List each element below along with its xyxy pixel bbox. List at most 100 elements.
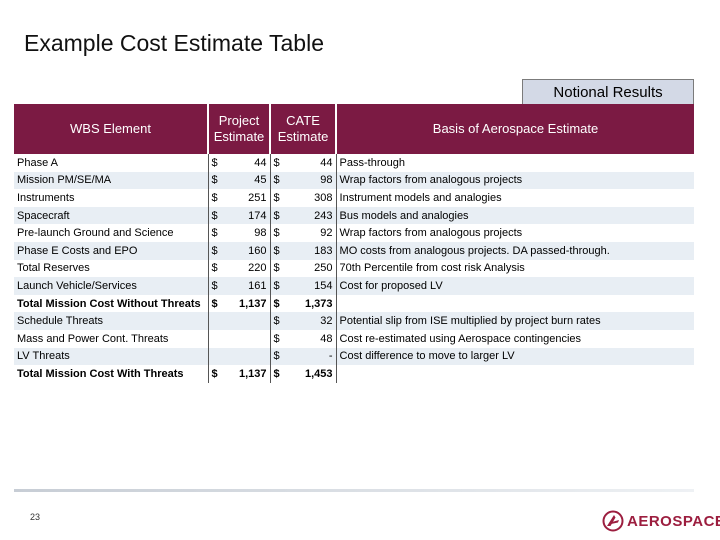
cate-dollar-cell: $	[269, 294, 287, 313]
project-estimate-cell: 160	[224, 241, 271, 260]
project-estimate-cell: 251	[248, 191, 267, 204]
project-estimate-cell: 44	[254, 156, 267, 169]
cate-dollar-cell: $	[269, 329, 287, 348]
cate-dollar-cell: $	[269, 189, 287, 207]
header-wbs-element: WBS Element	[14, 104, 208, 154]
table-row: Pre-launch Ground and Science $98 $92 Wrap …	[14, 224, 695, 242]
cate-dollar-cell: $	[269, 365, 287, 383]
cate-dollar-cell: $	[269, 224, 287, 242]
cate-dollar-cell: $	[269, 206, 287, 225]
wbs-element-cell: Schedule Threats	[14, 312, 208, 330]
table-row: Total Reserves $220 $250 70th Percentile fr…	[14, 259, 695, 278]
aerospace-logo-icon	[602, 510, 624, 532]
wbs-element-cell: Pre-launch Ground and Science	[17, 227, 174, 240]
wbs-element-cell: LV Threats	[14, 347, 208, 366]
basis-cell: Cost re-estimated using Aerospace contin…	[335, 329, 695, 348]
project-estimate-cell: 1,137	[238, 367, 267, 380]
project-dollar-cell: $	[207, 206, 224, 225]
table-row: Total Mission Cost With Threats $1,137 $1,…	[14, 365, 695, 383]
cate-dollar-cell: $	[269, 241, 287, 260]
table-row: Launch Vehicle/Services $161 $154 Cost for …	[14, 277, 695, 295]
header-basis: Basis of Aerospace Estimate	[335, 104, 695, 154]
aerospace-logo: AEROSPACE	[602, 510, 720, 532]
project-dollar-cell: $	[207, 189, 224, 207]
project-estimate-cell: 161	[224, 277, 271, 295]
wbs-element-cell: Total Mission Cost Without Threats	[17, 297, 201, 310]
project-dollar-cell	[207, 329, 224, 348]
project-estimate-cell: 98	[254, 227, 267, 240]
cate-estimate-cell: 154	[286, 277, 337, 295]
table-row: Total Mission Cost Without Threats $1,137…	[14, 294, 695, 313]
basis-cell: Cost difference to move to larger LV	[335, 347, 695, 366]
table-row: Schedule Threats $32 Potential slip from I…	[14, 312, 695, 330]
cate-dollar-cell: $	[269, 154, 287, 172]
project-dollar-cell: $	[207, 365, 224, 383]
wbs-element-cell: Phase A	[17, 156, 58, 169]
project-dollar-cell: $	[207, 259, 224, 278]
wbs-element-cell: Phase E Costs and EPO	[14, 241, 208, 260]
table-row: Mass and Power Cont. Threats $48 Cost re-e…	[14, 329, 695, 348]
cate-dollar-cell: $	[269, 259, 287, 278]
project-estimate-cell: 1,137	[238, 297, 267, 310]
header-project-line2: Estimate	[213, 129, 265, 144]
header-cate-line1: CATE	[286, 113, 320, 128]
project-estimate-cell: 45	[224, 171, 271, 190]
project-estimate-cell	[224, 347, 271, 366]
footer-divider	[14, 489, 694, 492]
cate-estimate-cell: 1,373	[305, 297, 333, 310]
wbs-element-cell: Mass and Power Cont. Threats	[17, 332, 169, 345]
cate-estimate-cell: 98	[286, 171, 337, 190]
wbs-element-cell: Spacecraft	[14, 206, 208, 225]
basis-cell: Instrument models and analogies	[335, 189, 695, 207]
basis-cell: MO costs from analogous projects. DA pas…	[335, 241, 695, 260]
wbs-element-cell: Total Mission Cost With Threats	[17, 367, 184, 380]
cate-estimate-cell: 32	[286, 312, 337, 330]
cate-estimate-cell: 44	[320, 156, 333, 169]
basis-cell: Bus models and analogies	[335, 206, 695, 225]
basis-cell: Wrap factors from analogous projects	[335, 224, 695, 242]
table-body: Phase A $44 $44 Pass-through Mission PM/SE/M…	[14, 154, 695, 383]
project-dollar-cell: $	[207, 294, 224, 313]
cate-estimate-cell: 250	[314, 262, 333, 275]
project-dollar-cell: $	[207, 171, 224, 190]
project-dollar-cell: $	[207, 277, 224, 295]
project-dollar-cell: $	[207, 224, 224, 242]
cate-estimate-cell: 243	[286, 206, 337, 225]
logo-wordmark: AEROSPACE	[627, 512, 720, 530]
table-row: Phase A $44 $44 Pass-through	[14, 154, 695, 172]
wbs-element-cell: Instruments	[17, 191, 75, 204]
basis-cell: Pass-through	[335, 154, 695, 172]
header-cate-line2: Estimate	[277, 129, 329, 144]
header-cate-estimate: CATE Estimate	[269, 104, 337, 154]
page-title: Example Cost Estimate Table	[24, 30, 324, 56]
wbs-element-cell: Mission PM/SE/MA	[14, 171, 208, 190]
cate-dollar-cell: $	[269, 171, 287, 190]
basis-cell	[335, 294, 695, 313]
table-row: Mission PM/SE/MA $45 $98 Wrap factors from …	[14, 171, 695, 190]
header-project-estimate: Project Estimate	[206, 104, 271, 154]
wbs-element-cell: Launch Vehicle/Services	[14, 277, 208, 295]
page-number: 23	[30, 512, 41, 522]
cate-dollar-cell: $	[269, 277, 287, 295]
project-dollar-cell	[207, 312, 224, 330]
project-dollar-cell	[207, 347, 224, 366]
wbs-element-cell: Total Reserves	[17, 262, 90, 275]
cate-estimate-cell: -	[286, 347, 337, 366]
cate-dollar-cell: $	[269, 312, 287, 330]
table-row: LV Threats $ - Cost difference to move to l…	[14, 347, 695, 366]
table-header-row: WBS Element Project Estimate CATE Estima…	[14, 104, 695, 154]
cate-estimate-cell: 308	[314, 191, 333, 204]
cate-estimate-cell: 183	[286, 241, 337, 260]
project-estimate-cell	[224, 312, 271, 330]
project-estimate-cell	[224, 330, 270, 348]
table-row: Instruments $251 $308 Instrument models and…	[14, 189, 695, 207]
cate-estimate-cell: 92	[320, 227, 333, 240]
notional-results-label: Notional Results	[522, 79, 694, 105]
basis-cell: Cost for proposed LV	[335, 277, 695, 295]
table-row: Spacecraft $174 $243 Bus models and analogi…	[14, 206, 695, 225]
cate-dollar-cell: $	[269, 347, 287, 366]
cate-estimate-cell: 1,453	[305, 367, 333, 380]
basis-cell	[335, 365, 695, 383]
project-dollar-cell: $	[207, 154, 224, 172]
basis-cell: Potential slip from ISE multiplied by pr…	[335, 312, 695, 330]
